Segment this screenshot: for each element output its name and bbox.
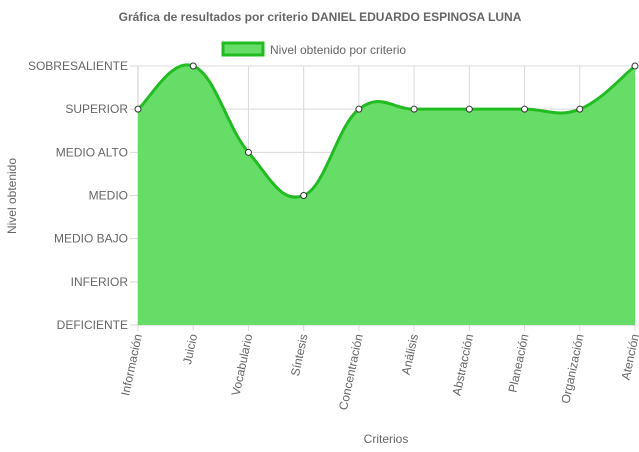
y-tick-label: MEDIO ALTO [56, 145, 128, 159]
data-point[interactable] [134, 105, 142, 113]
data-point[interactable] [631, 62, 639, 70]
data-point[interactable] [300, 192, 308, 199]
x-axis-title: Criterios [364, 432, 409, 446]
y-tick-label: MEDIO BAJO [54, 232, 128, 246]
x-tick-label: Planeación [505, 333, 531, 394]
data-point[interactable] [576, 105, 584, 113]
y-tick-label: DEFICIENTE [57, 318, 128, 332]
x-axis-ticks: Información Juicio Vocabulario Síntesis Conc… [118, 332, 639, 411]
data-point[interactable] [189, 62, 197, 70]
y-axis-ticks: DEFICIENTE INFERIOR MEDIO BAJO MEDIO MEDIO A… [28, 59, 128, 332]
y-tick-label: SOBRESALIENTE [28, 59, 128, 73]
x-tick-label: Información [118, 333, 145, 397]
chart-title: Gráfica de resultados por criterio DANIE… [119, 10, 522, 24]
y-tick-label: MEDIO [89, 189, 128, 203]
x-tick-label: Organización [558, 333, 586, 405]
legend[interactable]: Nivel obtenido por criterio [221, 41, 406, 57]
data-points [134, 62, 639, 199]
x-tick-label: Abstracción [450, 333, 477, 397]
x-tick-label: Atención [619, 333, 639, 382]
plot-area [136, 63, 636, 325]
y-tick-label: INFERIOR [71, 275, 129, 289]
data-point[interactable] [410, 105, 418, 113]
x-tick-label: Análisis [399, 333, 421, 376]
y-tick-label: SUPERIOR [65, 102, 128, 116]
data-point[interactable] [355, 105, 363, 113]
x-tick-label: Concentración [336, 333, 366, 412]
area-fill [138, 64, 635, 325]
y-axis-title: Nivel obtenido [5, 158, 19, 234]
legend-label: Nivel obtenido por criterio [270, 43, 406, 57]
data-point[interactable] [521, 105, 529, 113]
legend-swatch [221, 41, 265, 57]
data-point[interactable] [244, 148, 252, 156]
x-tick-label: Vocabulario [229, 332, 256, 397]
x-tick-label: Juicio [180, 332, 200, 365]
data-point[interactable] [465, 105, 473, 113]
x-tick-label: Síntesis [288, 333, 311, 378]
